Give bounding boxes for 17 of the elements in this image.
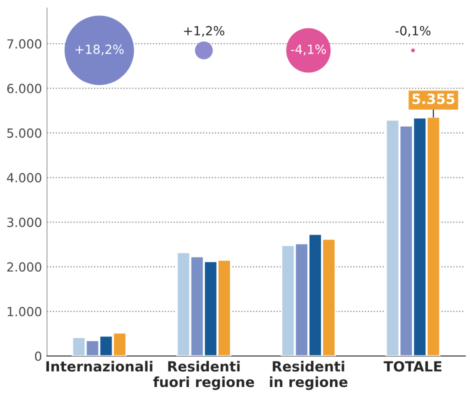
- y-tick-label: 4.000: [6, 173, 42, 182]
- annotation: -4,1%: [290, 44, 326, 56]
- y-tick-label: 7.000: [7, 39, 42, 49]
- y-tick-label: 6.000: [7, 84, 42, 94]
- x-tick-label: Internazionali: [46, 360, 152, 372]
- annotation: -0,1%: [395, 26, 430, 37]
- x-tick-label: TOTALE: [384, 361, 442, 372]
- x-tick-label: Residenti fuori regione: [153, 360, 254, 390]
- annotation: +18,2%: [76, 44, 124, 56]
- y-tick-label: 2.000: [7, 262, 42, 272]
- y-tick-label: 3.000: [7, 218, 42, 228]
- y-tick-label: 1.000: [8, 306, 42, 316]
- annotation: +1,2%: [184, 26, 224, 37]
- y-tick-label: 0: [35, 351, 42, 361]
- y-tick-label: 5.000: [7, 128, 42, 138]
- x-tick-label: Residenti in regione: [270, 360, 348, 390]
- data-label: 5.355: [412, 94, 454, 104]
